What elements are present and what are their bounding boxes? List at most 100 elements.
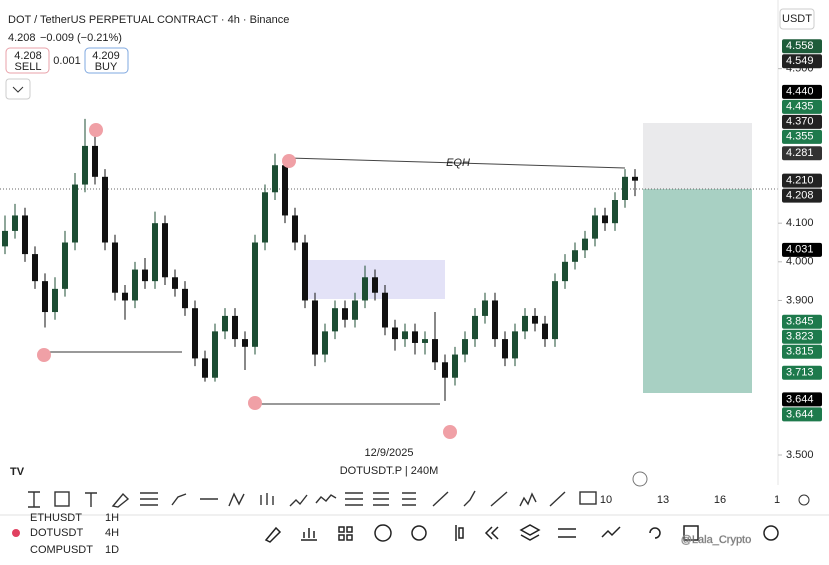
tool-path[interactable] — [171, 493, 187, 506]
price-label-box — [782, 407, 822, 422]
candle-body — [102, 176, 108, 243]
candle-body — [512, 331, 518, 359]
price-label: 3.845 — [786, 316, 814, 328]
price-label: 4.210 — [786, 175, 814, 187]
candle-body — [22, 215, 28, 255]
icon-alert[interactable] — [411, 525, 427, 541]
icon-layout[interactable] — [338, 526, 353, 541]
icon-settings[interactable] — [558, 528, 576, 538]
price-change: −0.009 (−0.21%) — [40, 32, 122, 44]
candle-body — [42, 281, 48, 313]
candle-body — [542, 323, 548, 340]
icon-candle[interactable] — [455, 525, 464, 541]
price-label-box — [782, 146, 822, 161]
eqh-line — [288, 157, 626, 169]
timeframe[interactable]: 4H — [105, 527, 119, 539]
candle-body — [222, 315, 228, 332]
sell-button[interactable] — [5, 47, 50, 74]
symbol[interactable]: DOTUSDT — [30, 527, 83, 539]
tool-wave[interactable] — [519, 492, 537, 507]
toolbar-icons — [28, 490, 597, 508]
y-tick-label: 3.500 — [786, 449, 814, 461]
price-label: 4.440 — [786, 86, 814, 98]
price-label-box — [782, 329, 822, 344]
tool-trend[interactable] — [490, 491, 508, 507]
tool-brush[interactable] — [111, 492, 130, 508]
currency: USDT — [782, 13, 812, 25]
icon-draw[interactable] — [264, 526, 282, 543]
target-zone — [643, 189, 752, 393]
candle-body — [272, 165, 278, 193]
tool-fib[interactable] — [140, 492, 158, 506]
tool-fib2[interactable] — [345, 492, 363, 506]
candle-body — [282, 165, 288, 216]
candle-body — [232, 315, 238, 340]
tool-text[interactable] — [85, 492, 97, 507]
candle-body — [262, 192, 268, 243]
drawing-toolbar — [0, 487, 600, 512]
buy-button[interactable] — [84, 47, 129, 74]
icon-undo[interactable] — [649, 527, 661, 539]
icon-compare[interactable] — [601, 526, 621, 538]
price-label: 4.435 — [786, 101, 814, 113]
price-label: 4.031 — [786, 244, 814, 256]
bottom-icons — [264, 524, 779, 543]
candle-body — [192, 308, 198, 359]
tool-ray[interactable] — [432, 491, 449, 507]
candle-body — [442, 362, 448, 378]
icon-indicators[interactable] — [301, 528, 317, 541]
icon-zoom[interactable] — [763, 525, 779, 541]
tool-grid[interactable] — [402, 492, 416, 506]
candle-body — [72, 184, 78, 243]
currency-button[interactable] — [779, 8, 815, 30]
candle-body — [532, 315, 538, 324]
tool-ext[interactable] — [549, 491, 566, 507]
price-label: 4.370 — [786, 116, 814, 128]
candle-body — [382, 292, 388, 328]
candle-body — [592, 215, 598, 239]
candle-body — [12, 215, 18, 231]
marker — [248, 396, 262, 410]
icon-fullscreen[interactable] — [683, 525, 699, 541]
x-tick-label: 10 — [600, 494, 612, 506]
candle-body — [162, 223, 168, 278]
y-tick-label: 3.900 — [786, 294, 814, 306]
price-label: 4.281 — [786, 147, 814, 159]
tool-pattern[interactable] — [228, 492, 245, 507]
prev-symbol[interactable]: ETHUSDT — [30, 512, 82, 524]
candle-body — [362, 277, 368, 301]
candle-body — [252, 242, 258, 347]
price-label-box — [782, 99, 822, 114]
tool-arrow[interactable] — [289, 494, 308, 507]
tool-note[interactable] — [579, 491, 597, 505]
next-symbol[interactable]: COMPUSDT — [30, 544, 93, 556]
settings-icon[interactable] — [798, 494, 810, 506]
candle-body — [372, 277, 378, 293]
tool-candles[interactable] — [260, 493, 274, 505]
candle-body — [202, 358, 208, 378]
flash-icon[interactable] — [632, 471, 648, 487]
prev-timeframe[interactable]: 1H — [105, 512, 119, 524]
candle-body — [492, 300, 498, 340]
tool-levels[interactable] — [373, 492, 389, 506]
collapse-button[interactable] — [5, 78, 31, 100]
icon-layers[interactable] — [519, 524, 541, 541]
next-timeframe[interactable]: 1D — [105, 544, 119, 556]
spread: 0.001 — [53, 55, 81, 67]
price-label: 4.549 — [786, 55, 814, 67]
icon-add[interactable] — [374, 524, 392, 542]
candle-body — [412, 331, 418, 343]
logo: TV — [10, 466, 25, 478]
tool-pen[interactable] — [463, 490, 476, 507]
tool-cursor[interactable] — [28, 491, 40, 508]
candle-body — [132, 269, 138, 301]
tool-rect[interactable] — [54, 491, 70, 507]
price-label: 3.644 — [786, 408, 814, 420]
candle-body — [242, 339, 248, 347]
tool-line[interactable] — [315, 494, 337, 504]
candle-body — [522, 315, 528, 332]
icon-replay[interactable] — [484, 526, 499, 540]
